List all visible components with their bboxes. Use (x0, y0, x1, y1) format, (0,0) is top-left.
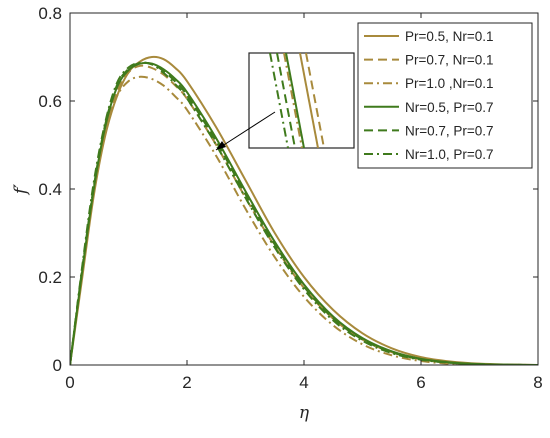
x-tick-label: 2 (182, 373, 191, 392)
inset-curve-1 (299, 53, 319, 148)
inset-arrow-head (216, 141, 226, 150)
inset-arrow (215, 111, 276, 151)
inset-curves (269, 53, 325, 148)
x-tick-label: 8 (533, 373, 542, 392)
legend-label-1: Pr=0.5, Nr=0.1 (405, 29, 494, 44)
legend-label-3: Pr=1.0 ,Nr=0.1 (405, 76, 494, 91)
inset-curve-2 (305, 53, 325, 148)
y-axis-label: f′ (11, 184, 31, 196)
inset (215, 52, 355, 151)
legend-label-6: Nr=1.0, Pr=0.7 (405, 147, 494, 162)
y-tick-label: 0.6 (38, 92, 62, 111)
x-tick-label: 6 (416, 373, 425, 392)
inset-curve-3 (283, 53, 303, 148)
y-tick-label: 0 (53, 356, 62, 375)
legend-box (357, 22, 533, 169)
legend-label-2: Pr=0.7, Nr=0.1 (405, 53, 494, 68)
x-tick-label: 4 (299, 373, 308, 392)
legend: Pr=0.5, Nr=0.1 Pr=0.7, Nr=0.1 Pr=1.0 ,Nr=0… (357, 22, 533, 169)
legend-label-4: Nr=0.5, Pr=0.7 (405, 100, 494, 115)
legend-label-5: Nr=0.7, Pr=0.7 (405, 123, 494, 138)
inset-curve-6 (269, 53, 289, 148)
y-tick-label: 0.8 (38, 4, 62, 23)
inset-curve-4 (285, 53, 305, 148)
ticks-layer: 0 2 4 6 8 0 0.2 0.4 0.6 0.8 (38, 4, 542, 392)
x-tick-label: 0 (65, 373, 74, 392)
series-line-1 (70, 55, 538, 365)
y-tick-label: 0.4 (38, 180, 62, 199)
series-layer (70, 55, 538, 365)
y-tick-label: 0.2 (38, 268, 62, 287)
series-line-3 (70, 75, 538, 365)
x-axis-label: η (299, 403, 310, 423)
legend-items: Pr=0.5, Nr=0.1 Pr=0.7, Nr=0.1 Pr=1.0 ,Nr=0… (364, 29, 494, 162)
inset-curve-5 (276, 53, 296, 148)
